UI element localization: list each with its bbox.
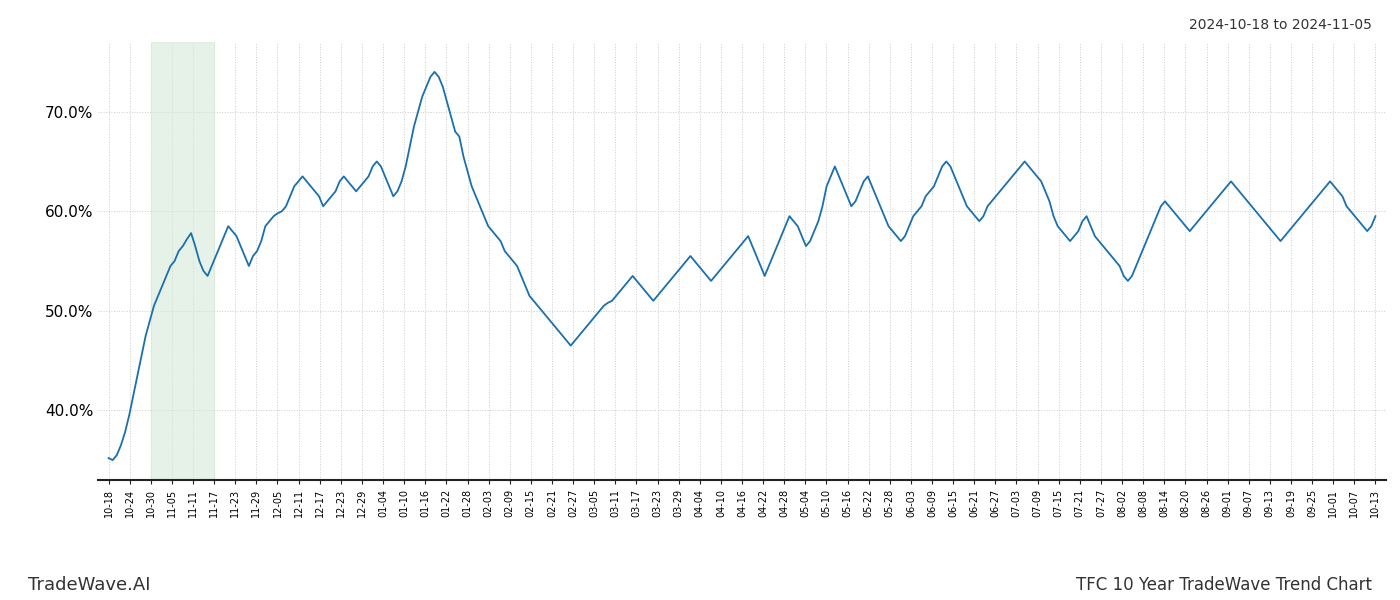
Bar	[151, 42, 214, 480]
Text: TradeWave.AI: TradeWave.AI	[28, 576, 151, 594]
Text: TFC 10 Year TradeWave Trend Chart: TFC 10 Year TradeWave Trend Chart	[1077, 576, 1372, 594]
Text: 2024-10-18 to 2024-11-05: 2024-10-18 to 2024-11-05	[1189, 18, 1372, 32]
